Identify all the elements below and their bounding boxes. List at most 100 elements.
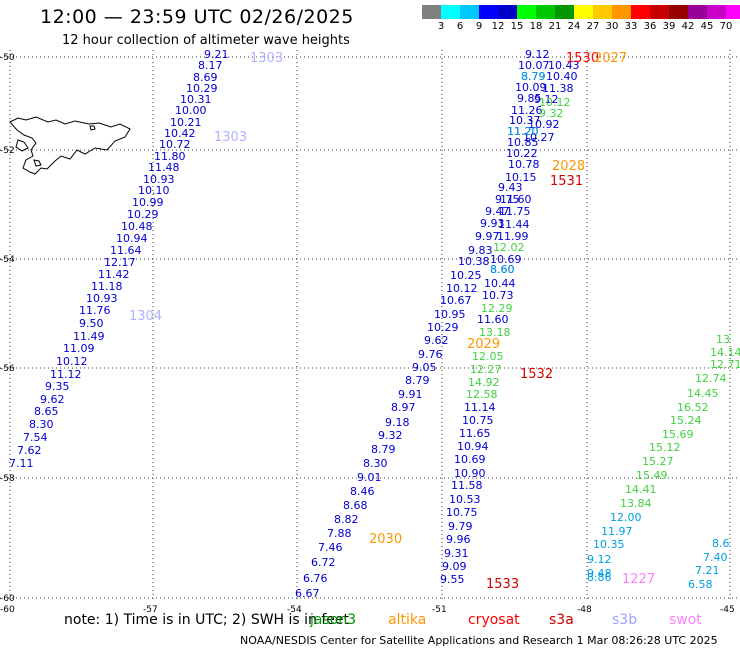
wave-height-value: 14.14 bbox=[710, 346, 740, 359]
wave-height-value: 10.29 bbox=[186, 82, 218, 95]
sat-swot: swot bbox=[669, 612, 702, 628]
wave-height-value: 9.47 bbox=[485, 205, 510, 218]
lat-tick-label: -50 bbox=[0, 53, 15, 63]
wave-height-value: 8.60 bbox=[490, 263, 515, 276]
wave-height-value: 10.09 bbox=[515, 81, 547, 94]
lat-lon-grid bbox=[0, 50, 740, 600]
chart-subtitle: 12 hour collection of altimeter wave hei… bbox=[62, 33, 350, 48]
wave-height-value: 9.85 bbox=[517, 92, 542, 105]
legend-tick-label: 70 bbox=[719, 21, 733, 32]
wave-height-value: 9.62 bbox=[424, 334, 449, 347]
legend-swatch-4 bbox=[498, 5, 517, 19]
pass-time-label: 1532 bbox=[520, 367, 553, 382]
wave-height-value: 10.78 bbox=[508, 158, 540, 171]
wave-height-value: 10.92 bbox=[528, 118, 560, 131]
wave-height-value: 9.83 bbox=[468, 244, 493, 257]
wave-height-value: 13.84 bbox=[620, 497, 652, 510]
wave-height-value: 9.93 bbox=[480, 217, 505, 230]
wave-height-value: 10.85 bbox=[507, 136, 539, 149]
wave-height-value: 9.31 bbox=[444, 547, 469, 560]
wave-height-value: 11.97 bbox=[601, 525, 633, 538]
wave-height-value: 6.67 bbox=[295, 587, 320, 600]
pass-time-label: 1304 bbox=[129, 309, 162, 324]
wave-height-value: 14.45 bbox=[687, 387, 719, 400]
lon-tick-label: -48 bbox=[577, 605, 592, 615]
wave-height-value: 9.75 bbox=[495, 193, 520, 206]
wave-height-value: 9.96 bbox=[446, 533, 471, 546]
wave-height-value: 10.72 bbox=[159, 138, 191, 151]
sat-cryosat: cryosat bbox=[468, 612, 520, 628]
wave-height-value: 10.73 bbox=[482, 289, 514, 302]
wave-height-value: 9.97 bbox=[475, 230, 500, 243]
wave-height-value: 10.10 bbox=[138, 184, 170, 197]
wave-height-value: 11.38 bbox=[542, 82, 574, 95]
wave-height-value: 10.95 bbox=[434, 308, 466, 321]
lat-tick-label: -60 bbox=[0, 594, 15, 604]
sat-altika: altika bbox=[388, 612, 427, 628]
wave-height-value: 12.02 bbox=[493, 241, 525, 254]
wave-height-value: 10.37 bbox=[509, 114, 541, 127]
legend-tick-label: 45 bbox=[700, 21, 714, 32]
falkland-islands-coastline bbox=[9, 116, 131, 175]
legend-swatch-9 bbox=[593, 5, 612, 19]
wave-height-value: 8.79 bbox=[521, 70, 546, 83]
wave-height-value: 11.20 bbox=[507, 125, 539, 138]
pass-time-label: 2029 bbox=[467, 337, 500, 352]
legend-swatch-3 bbox=[479, 5, 498, 19]
lat-tick-label: -58 bbox=[0, 474, 15, 484]
axis-labels: -60 -57 -54 -51 -48 -45 -50 -52 -54 -56 -58 -60 bbox=[0, 53, 735, 615]
legend-swatch-14 bbox=[688, 5, 707, 19]
wave-height-value: 9.35 bbox=[45, 380, 70, 393]
wave-height-value: 13.18 bbox=[479, 326, 511, 339]
legend-tick-label: 39 bbox=[662, 21, 676, 32]
wave-height-value: 15.27 bbox=[642, 455, 674, 468]
wave-height-value: 10.27 bbox=[523, 131, 555, 144]
lat-tick-label: -54 bbox=[0, 255, 15, 265]
wave-height-value: 9.32 bbox=[378, 429, 403, 442]
wave-height-value: 10.43 bbox=[548, 59, 580, 72]
wave-height-value: 7.62 bbox=[17, 444, 42, 457]
legend-tick-label: 12 bbox=[491, 21, 505, 32]
wave-height-value: 8.30 bbox=[29, 418, 54, 431]
lon-tick-label: -51 bbox=[432, 605, 447, 615]
wave-height-value: 11.75 bbox=[499, 205, 531, 218]
wave-height-value: 12.74 bbox=[695, 372, 727, 385]
pass-time-label: 1531 bbox=[550, 174, 583, 189]
lon-tick-label: -60 bbox=[0, 605, 15, 615]
wave-height-value: 9.32 bbox=[539, 107, 564, 120]
wave-height-value: 10.12 bbox=[539, 96, 571, 109]
wave-height-value: 8.97 bbox=[391, 401, 416, 414]
wave-height-value: 11.12 bbox=[50, 368, 82, 381]
wave-height-value: 11.60 bbox=[500, 193, 532, 206]
footer-credit: NOAA/NESDIS Center for Satellite Applica… bbox=[240, 634, 718, 647]
pass-time-label: 1530 bbox=[566, 51, 599, 66]
wave-height-value: 12.17 bbox=[104, 256, 136, 269]
wave-height-value: 11.48 bbox=[148, 161, 180, 174]
wave-height-value: 6.58 bbox=[688, 578, 713, 591]
wave-height-value: 10.29 bbox=[127, 208, 159, 221]
wave-height-value: 9.21 bbox=[204, 48, 229, 61]
wave-height-value: 7.11 bbox=[9, 457, 34, 470]
legend-swatch-2 bbox=[460, 5, 479, 19]
wave-height-value: 10.42 bbox=[164, 127, 196, 140]
legend-swatch-1 bbox=[441, 5, 460, 19]
sat-jason3: jason3 bbox=[310, 612, 357, 628]
wave-height-value: 11.76 bbox=[79, 304, 111, 317]
wave-height-value: 15.69 bbox=[662, 428, 694, 441]
wave-height-value: 8.46 bbox=[350, 485, 375, 498]
wave-height-value: 10.44 bbox=[484, 277, 516, 290]
pass-time-label: 1533 bbox=[486, 577, 519, 592]
wave-height-value: 10.69 bbox=[454, 453, 486, 466]
wave-height-value: 9.12 bbox=[525, 48, 550, 61]
sat-s3a: s3a bbox=[549, 612, 574, 628]
wave-height-value: 9.09 bbox=[442, 560, 467, 573]
wave-height-value: 9.62 bbox=[40, 393, 65, 406]
pass-time-label: 2027 bbox=[594, 51, 627, 66]
wave-height-value: 9.76 bbox=[418, 348, 443, 361]
wave-height-value: 16.52 bbox=[677, 401, 709, 414]
wave-height-value: 11.60 bbox=[477, 313, 509, 326]
wave-height-value: 11.14 bbox=[464, 401, 496, 414]
wave-height-value: 10.25 bbox=[450, 269, 482, 282]
wave-height-value: 10.00 bbox=[175, 104, 207, 117]
wave-height-value: 9.12 bbox=[534, 93, 559, 106]
